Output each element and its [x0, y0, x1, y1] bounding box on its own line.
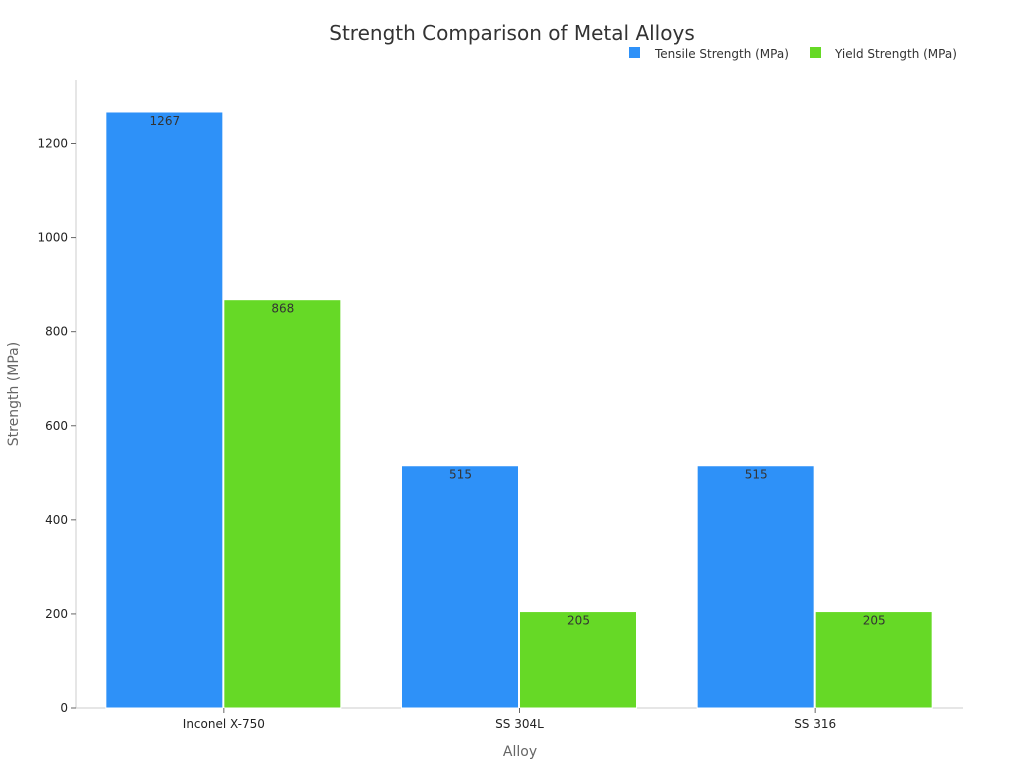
- chart-title: Strength Comparison of Metal Alloys: [329, 21, 694, 45]
- bar-value-label: 868: [271, 302, 294, 316]
- bar-labels: 1267 868 515 205 515 205: [150, 114, 886, 628]
- y-tick-label: 0: [60, 701, 68, 715]
- bar-value-label: 515: [745, 468, 768, 482]
- bar-value-label: 205: [863, 614, 886, 628]
- bar-yield: [519, 611, 637, 709]
- y-tick-label: 1000: [37, 231, 68, 245]
- y-tick-label: 400: [45, 513, 68, 527]
- x-axis-title: Alloy: [503, 744, 537, 760]
- bar-value-label: 1267: [150, 114, 181, 128]
- bars: [105, 111, 933, 709]
- bar-tensile: [696, 465, 815, 709]
- x-tick-label: SS 304L: [495, 717, 544, 731]
- legend-label-yield: Yield Strength (MPa): [834, 47, 957, 61]
- legend-swatch-tensile: [629, 47, 640, 58]
- legend-label-tensile: Tensile Strength (MPa): [654, 47, 789, 61]
- legend-swatch-yield: [810, 47, 821, 58]
- y-axis-title: Strength (MPa): [6, 342, 22, 446]
- x-ticks: Inconel X-750 SS 304L SS 316: [183, 708, 836, 731]
- y-tick-label: 600: [45, 419, 68, 433]
- y-tick-label: 1200: [37, 137, 68, 151]
- bar-tensile: [401, 465, 519, 709]
- bar-tensile: [105, 111, 224, 709]
- bar-yield: [223, 299, 342, 709]
- bar-value-label: 205: [567, 614, 590, 628]
- bar-value-label: 515: [449, 468, 472, 482]
- legend: Tensile Strength (MPa) Yield Strength (M…: [629, 47, 957, 61]
- x-tick-label: SS 316: [794, 717, 836, 731]
- y-ticks: 0 200 400 600 800 1000 1200: [37, 137, 76, 715]
- y-tick-label: 800: [45, 325, 68, 339]
- x-tick-label: Inconel X-750: [183, 717, 265, 731]
- y-tick-label: 200: [45, 607, 68, 621]
- bar-yield: [814, 611, 933, 709]
